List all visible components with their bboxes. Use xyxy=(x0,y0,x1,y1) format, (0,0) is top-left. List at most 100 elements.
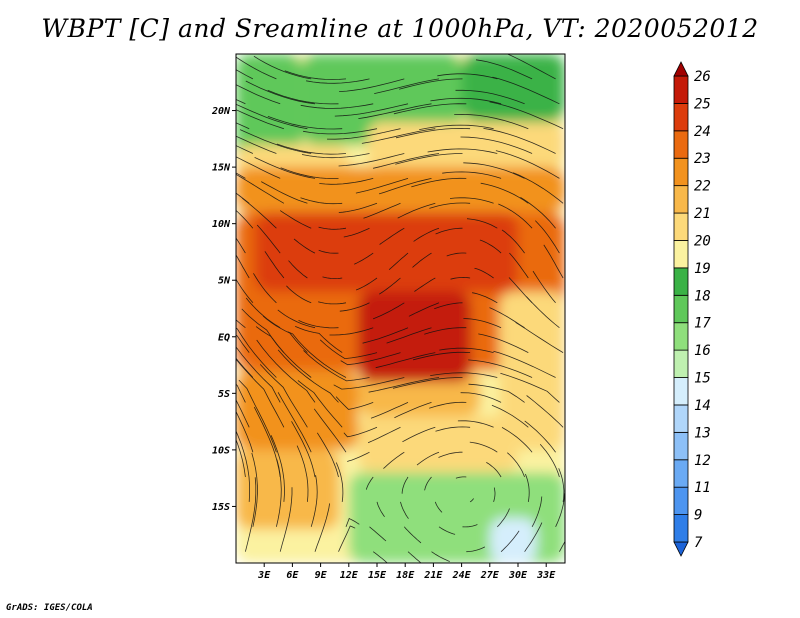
colorbar-label: 13 xyxy=(694,425,711,441)
y-tick-label: 5S xyxy=(218,389,230,400)
colorbar-label: 16 xyxy=(694,343,711,359)
streamline-2 xyxy=(314,503,330,552)
colorbar-swatch xyxy=(673,130,689,159)
streamline-57 xyxy=(259,364,308,428)
streamline-86 xyxy=(468,359,533,378)
streamline-156 xyxy=(261,181,308,204)
streamline-150 xyxy=(435,227,463,235)
streamline-41 xyxy=(486,462,502,478)
streamline-30 xyxy=(493,487,496,503)
streamline-130 xyxy=(509,252,529,279)
x-tick-label: 3E xyxy=(257,570,271,581)
streamline-142 xyxy=(535,220,560,254)
colorbar-swatch xyxy=(673,240,689,269)
colorbar-label: 12 xyxy=(694,453,711,469)
streamline-218 xyxy=(475,59,533,80)
colorbar-swatch xyxy=(673,486,689,515)
streamline-71 xyxy=(370,402,409,419)
streamline-17 xyxy=(438,526,456,535)
streamline-77 xyxy=(236,357,254,378)
streamline-38 xyxy=(401,476,409,494)
streamline-117 xyxy=(434,302,463,310)
streamline-88 xyxy=(236,334,250,353)
streamline-114 xyxy=(339,302,370,312)
streamline-65 xyxy=(526,395,564,428)
x-tick-label: 21E xyxy=(423,570,443,581)
colorbar-swatch xyxy=(673,267,689,296)
streamline-126 xyxy=(378,277,401,295)
streamline-183 xyxy=(395,153,463,165)
streamline-172 xyxy=(411,177,467,188)
streamline-82 xyxy=(333,377,405,390)
streamline-97 xyxy=(478,333,529,353)
streamline-75 xyxy=(468,383,525,403)
wbpt-field xyxy=(236,54,565,563)
streamline-208 xyxy=(492,76,560,105)
chart-title: WBPT [C] and Sreamline at 1000hPa, VT: 2… xyxy=(41,14,759,43)
y-tick-label: 5N xyxy=(218,276,231,287)
streamline-151 xyxy=(466,218,498,229)
y-tick-label: 10N xyxy=(212,219,231,230)
streamline-95 xyxy=(413,351,471,361)
x-tick-label: 24E xyxy=(452,570,472,581)
streamline-199 xyxy=(236,84,281,105)
streamline-108 xyxy=(489,307,525,329)
colorbar-label: 9 xyxy=(694,508,702,524)
streamline-45 xyxy=(238,379,277,453)
streamline-4 xyxy=(372,551,388,563)
streamline-85 xyxy=(430,372,498,378)
streamline-104 xyxy=(362,327,409,344)
streamline-139 xyxy=(446,252,467,257)
streamline-176 xyxy=(236,145,254,154)
streamline-90 xyxy=(262,315,308,353)
x-tick-label: 12E xyxy=(340,570,359,581)
colorbar-label: 26 xyxy=(694,69,711,85)
streamline-14 xyxy=(345,517,360,527)
streamline-123 xyxy=(288,260,308,279)
streamline-53 xyxy=(501,427,533,453)
colorbar-swatch xyxy=(673,212,689,241)
streamline-37 xyxy=(365,476,374,490)
streamline-6 xyxy=(431,551,450,562)
streamline-200 xyxy=(245,80,316,105)
streamline-211 xyxy=(253,55,312,80)
streamline-124 xyxy=(322,276,343,279)
streamline-169 xyxy=(319,178,374,185)
colorbar-label: 7 xyxy=(694,535,703,551)
streamline-167 xyxy=(254,157,316,179)
streamline-194 xyxy=(395,127,471,139)
streamline-148 xyxy=(379,227,405,245)
field-region-14 xyxy=(358,291,471,383)
streamline-22 xyxy=(236,429,250,502)
colorbar-label: 19 xyxy=(694,261,711,277)
streamline-24 xyxy=(296,445,309,502)
streamline-111 xyxy=(253,273,277,304)
streamline-125 xyxy=(355,277,378,291)
streamline-69 xyxy=(277,349,339,403)
streamlines xyxy=(236,54,565,563)
streamline-212 xyxy=(284,70,347,80)
streamline-51 xyxy=(438,451,463,458)
colorbar-label: 25 xyxy=(694,96,711,112)
y-tick-label: 15N xyxy=(212,163,231,174)
streamline-47 xyxy=(313,408,347,453)
streamline-89 xyxy=(241,308,285,353)
streamline-185 xyxy=(460,136,533,154)
colorbar-swatch xyxy=(673,103,689,132)
field-region-9 xyxy=(236,449,340,530)
x-tick-label: 6E xyxy=(286,570,299,581)
streamline-54 xyxy=(524,420,556,453)
streamline-180 xyxy=(301,153,370,159)
streamline-96 xyxy=(439,347,494,353)
streamline-206 xyxy=(430,97,502,105)
colorbar-label: 17 xyxy=(694,316,711,332)
streamline-196 xyxy=(454,113,529,130)
streamline-18 xyxy=(462,524,478,528)
streamline-135 xyxy=(318,249,339,254)
colorbar-label: 22 xyxy=(694,179,711,195)
streamline-187 xyxy=(236,122,250,130)
streamline-158 xyxy=(338,202,378,213)
streamline-50 xyxy=(416,451,440,466)
streamline-175 xyxy=(495,150,560,179)
